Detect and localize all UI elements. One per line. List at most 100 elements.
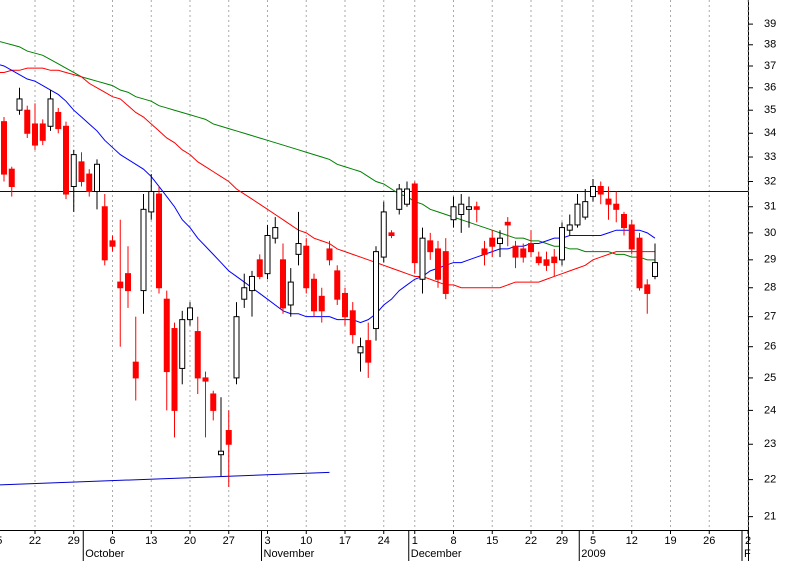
x-tick-label: 6 — [109, 535, 115, 547]
candle-body — [442, 251, 449, 294]
candle-body — [404, 188, 410, 205]
candle-body — [63, 125, 69, 195]
candle-body — [16, 98, 23, 111]
y-tick-label: 37 — [764, 60, 776, 72]
candle-body — [644, 284, 651, 294]
y-tick-label: 24 — [764, 404, 776, 416]
candle-body — [1, 121, 7, 175]
x-tick-label: 26 — [703, 535, 715, 547]
candle-body — [566, 224, 573, 231]
candle-body — [411, 183, 418, 264]
x-tick-label: 1 — [412, 535, 418, 547]
candle-body — [396, 188, 403, 210]
overlay-line — [0, 64, 656, 324]
candle-body — [450, 206, 457, 221]
y-tick-label: 22 — [764, 474, 776, 486]
candle-body — [466, 206, 472, 210]
x-tick-label: 17 — [339, 535, 351, 547]
y-tick-label: 21 — [764, 511, 776, 523]
candle-body — [210, 393, 217, 411]
candle-body — [32, 123, 38, 146]
candle-body — [497, 237, 503, 245]
candle-body — [435, 248, 441, 280]
candle-body — [535, 256, 542, 264]
month-label: November — [264, 548, 315, 560]
y-tick-label: 32 — [764, 175, 776, 187]
candle-body — [373, 251, 379, 330]
candle-body — [47, 98, 54, 127]
candle-body — [70, 154, 77, 187]
month-label: December — [411, 548, 462, 560]
candle-body — [78, 161, 85, 183]
candle-body — [132, 361, 139, 379]
candle-body — [504, 221, 511, 226]
x-tick-label: 10 — [300, 535, 312, 547]
candle-body — [458, 203, 465, 216]
candle-body — [512, 245, 519, 258]
y-tick-label: 27 — [764, 311, 776, 323]
x-tick-label: 20 — [184, 535, 196, 547]
candle-body — [605, 198, 612, 205]
y-tick-label: 39 — [764, 18, 776, 30]
candle-body — [194, 331, 201, 379]
candle-body — [109, 240, 116, 247]
candle-body — [357, 346, 364, 354]
x-tick-label: 27 — [223, 535, 235, 547]
candle-body — [311, 278, 317, 312]
candle-body — [287, 281, 294, 306]
candle-body — [225, 430, 232, 445]
y-tick-label: 23 — [764, 438, 776, 450]
y-tick-label: 33 — [764, 151, 776, 163]
candle-body — [551, 256, 558, 264]
y-tick-label: 30 — [764, 227, 776, 239]
candle-body — [264, 235, 271, 275]
candle-body — [233, 316, 240, 379]
candle-body — [652, 262, 658, 277]
x-tick-label: 22 — [525, 535, 537, 547]
candle-body — [272, 227, 279, 239]
candle-body — [473, 206, 480, 210]
x-tick-label: 29 — [68, 535, 80, 547]
candle-body — [202, 377, 209, 382]
y-tick-label: 35 — [764, 104, 776, 116]
x-tick-label: 24 — [378, 535, 390, 547]
x-tick-label: 8 — [450, 535, 456, 547]
candle-body — [528, 243, 534, 253]
y-tick-label: 28 — [764, 282, 776, 294]
candle-body — [163, 298, 170, 373]
candle-body — [101, 206, 108, 261]
candle-body — [342, 292, 348, 318]
candle-body — [590, 185, 596, 198]
candle-body — [249, 275, 255, 292]
candle-body — [636, 237, 643, 289]
x-tick-label: 12 — [626, 535, 638, 547]
x-tick-label: 3 — [264, 535, 270, 547]
candle-body — [171, 328, 178, 411]
candle-body — [8, 168, 15, 187]
y-tick-label: 25 — [764, 372, 776, 384]
y-tick-label: 29 — [764, 254, 776, 266]
candle-body — [86, 173, 93, 193]
x-tick-label: 29 — [556, 535, 568, 547]
candle-body — [24, 109, 31, 134]
candle-body — [574, 203, 581, 226]
month-label: October — [85, 548, 124, 560]
month-label: 2009 — [581, 548, 605, 560]
x-tick-label: 5 — [590, 535, 596, 547]
candle-body — [318, 295, 325, 312]
overlay-line — [0, 67, 655, 289]
month-label: F — [744, 548, 751, 560]
candle-body — [621, 214, 627, 229]
candle-body — [303, 245, 310, 289]
candle-body — [388, 232, 395, 237]
candle-body — [55, 111, 62, 130]
candle-body — [365, 340, 372, 363]
candle-body — [419, 237, 426, 280]
candle-body — [94, 163, 100, 193]
candle-body — [179, 319, 186, 369]
candle-body — [520, 248, 527, 258]
candle-body — [597, 185, 604, 195]
y-tick-label: 31 — [764, 201, 776, 213]
